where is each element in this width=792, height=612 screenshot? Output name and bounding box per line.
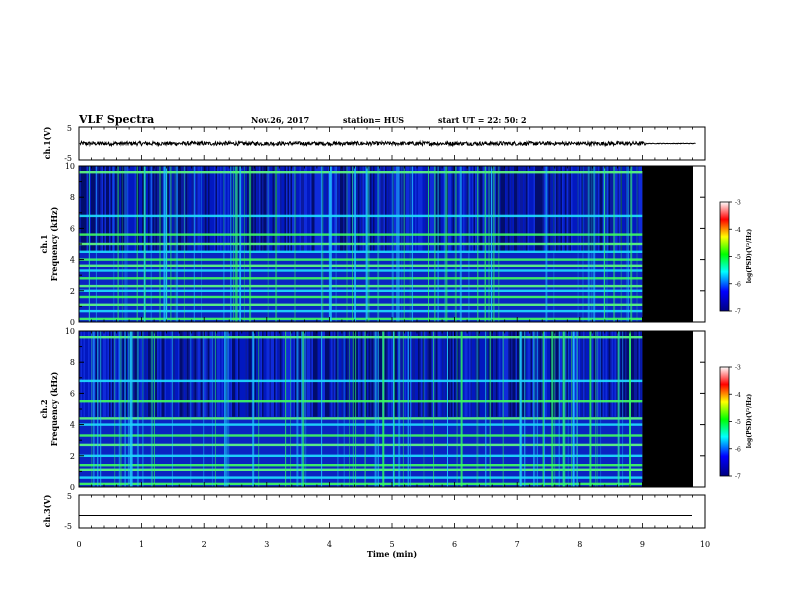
colorbar-tick-label: -4: [735, 227, 741, 234]
xtick-label: 1: [139, 540, 144, 549]
ytick-label: 6: [70, 224, 75, 233]
xtick-label: 6: [452, 540, 457, 549]
ch3-waveform-ylabel: ch.3(V): [42, 494, 52, 527]
x-axis-label: Time (min): [367, 549, 417, 559]
ch2-colorbar: [719, 366, 730, 477]
ch2-colorbar-label: log(PSD)(V²/Hz): [746, 394, 753, 449]
ch1-colorbar-label: log(PSD)(V²/Hz): [746, 229, 753, 284]
xtick-label: 9: [640, 540, 645, 549]
xtick-label: 7: [515, 540, 520, 549]
colorbar-tick-label: -7: [735, 309, 741, 316]
xtick-label: 5: [389, 540, 394, 549]
ch1-spectrogram-ylabel: Frequency (kHz): [49, 206, 59, 281]
station-label: station= HUS: [343, 115, 405, 125]
colorbar-tick-label: -7: [735, 474, 741, 481]
ytick-label: 8: [70, 358, 75, 367]
colorbar-tick-label: -4: [735, 392, 741, 399]
xtick-label: 2: [202, 540, 207, 549]
colorbar-tick-label: -6: [735, 281, 741, 288]
ytick-label: 10: [65, 327, 75, 336]
ytick-label: 2: [70, 452, 75, 461]
ytick-label: 4: [70, 256, 75, 265]
start-ut-label: start UT = 22: 50: 2: [438, 115, 527, 125]
ytick-label: 8: [70, 193, 75, 202]
date-label: Nov.26, 2017: [251, 115, 310, 125]
colorbar-tick-label: -3: [735, 365, 741, 372]
ch3-ytick-bottom: -5: [64, 522, 72, 531]
ch1-colorbar: [719, 201, 730, 312]
ch2-spectrogram-ylabel: Frequency (kHz): [49, 371, 59, 446]
xtick-label: 10: [700, 540, 710, 549]
colorbar-tick-label: -3: [735, 200, 741, 207]
xtick-label: 8: [577, 540, 582, 549]
ytick-label: 6: [70, 389, 75, 398]
ytick-label: 10: [65, 162, 75, 171]
ch1-spectrogram-image: [79, 166, 693, 322]
ch1-waveform-panel: 5 -5 ch.1(V): [42, 124, 706, 163]
ytick-label: 0: [70, 483, 75, 492]
x-axis-tick-labels: 0 1 2 3 4 5 6 7 8 9 10: [76, 540, 710, 549]
colorbar-tick-label: -5: [735, 254, 741, 261]
ch2-spectrogram-ylabel-channel: ch.2: [39, 399, 49, 418]
colorbar-tick-label: -5: [735, 419, 741, 426]
ch2-spectrogram-image: [79, 331, 693, 487]
xtick-label: 4: [327, 540, 332, 549]
ytick-label: 2: [70, 287, 75, 296]
x-axis-ticks: [78, 127, 706, 528]
ch1-ytick-bottom: -5: [64, 154, 72, 163]
ch1-waveform-ylabel: ch.1(V): [42, 126, 52, 159]
ytick-label: 0: [70, 318, 75, 327]
ch1-spectrogram-ylabel-channel: ch.1: [39, 234, 49, 253]
chart-title: VLF Spectra: [79, 113, 155, 126]
ytick-label: 4: [70, 421, 75, 430]
xtick-label: 3: [264, 540, 269, 549]
colorbar-tick-label: -6: [735, 446, 741, 453]
xtick-label: 0: [76, 540, 81, 549]
ch1-waveform-trace: [79, 139, 696, 148]
ch3-ytick-top: 5: [67, 492, 72, 501]
ch1-ytick-top: 5: [67, 124, 72, 133]
